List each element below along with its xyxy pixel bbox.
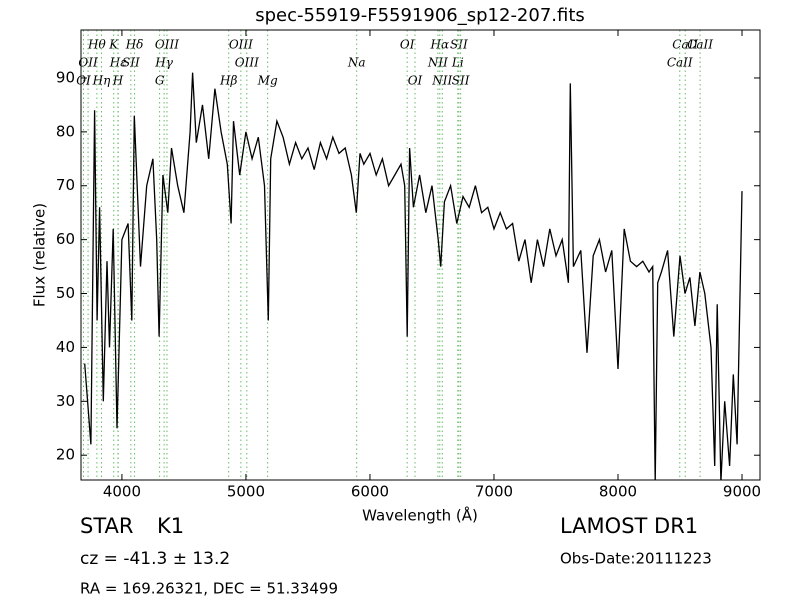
object-class: STAR xyxy=(80,514,133,538)
x-tick-label: 8000 xyxy=(599,483,637,501)
y-tick-label: 70 xyxy=(56,176,75,194)
spectral-line-label: H xyxy=(112,74,124,88)
spectral-line-label: Hη xyxy=(92,74,111,88)
spectral-line-label: Hβ xyxy=(219,74,237,88)
spectral-line-label: OIII xyxy=(229,38,253,52)
spectral-line-label: OI xyxy=(408,74,423,88)
spectral-line-label: NII xyxy=(431,74,452,88)
spectral-line-label: NII xyxy=(427,56,448,70)
y-tick-label: 40 xyxy=(56,338,75,356)
spectral-line-label: Na xyxy=(347,56,366,70)
spectral-line-label: CaII xyxy=(687,38,713,52)
x-tick-label: 6000 xyxy=(351,483,389,501)
spectral-line-label: Hα xyxy=(429,38,449,52)
spectral-line-label: OIII xyxy=(155,38,179,52)
spectral-line-label: Hθ xyxy=(87,38,106,52)
spectral-line-label: SII xyxy=(452,74,470,88)
x-axis-label: Wavelength (Å) xyxy=(362,506,478,525)
spectral-line-label: G xyxy=(155,74,165,88)
plot-frame xyxy=(80,29,761,481)
spectral-line-label: CaII xyxy=(667,56,693,70)
chart-title: spec-55919-F5591906_sp12-207.fits xyxy=(255,5,585,26)
spectral-line-label: OI xyxy=(400,38,415,52)
y-tick-label: 60 xyxy=(56,230,75,248)
x-tick-label: 9000 xyxy=(723,483,761,501)
spectral-line-label: Mg xyxy=(257,74,278,88)
y-axis-label: Flux (relative) xyxy=(31,203,49,307)
spectral-line-label: SII xyxy=(122,56,140,70)
spectral-line-label: Li xyxy=(451,56,464,70)
x-tick-label: 4000 xyxy=(103,483,141,501)
x-tick-label: 5000 xyxy=(227,483,265,501)
redshift: cz = -41.3 ± 13.2 xyxy=(80,549,230,569)
coordinates: RA = 169.26321, DEC = 51.33499 xyxy=(80,580,338,598)
x-tick-label: 7000 xyxy=(475,483,513,501)
spectral-line-label: K xyxy=(108,38,119,52)
subclass: K1 xyxy=(157,514,184,538)
obs-date: Obs-Date:20111223 xyxy=(560,550,712,568)
y-tick-label: 90 xyxy=(56,68,75,86)
spectral-line-label: Hγ xyxy=(154,56,173,70)
y-tick-label: 50 xyxy=(56,284,75,302)
spectral-line-label: Hδ xyxy=(125,38,144,52)
y-tick-label: 30 xyxy=(56,392,75,410)
spectral-line-label: CaII xyxy=(672,38,698,52)
spectral-line-label: OIII xyxy=(235,56,259,70)
spectral-line-label: OI xyxy=(76,74,91,88)
y-tick-label: 80 xyxy=(56,122,75,140)
spectrum-line xyxy=(84,72,743,480)
survey: LAMOST DR1 xyxy=(560,514,698,538)
y-tick-label: 20 xyxy=(56,446,75,464)
spectral-line-label: SII xyxy=(450,38,468,52)
